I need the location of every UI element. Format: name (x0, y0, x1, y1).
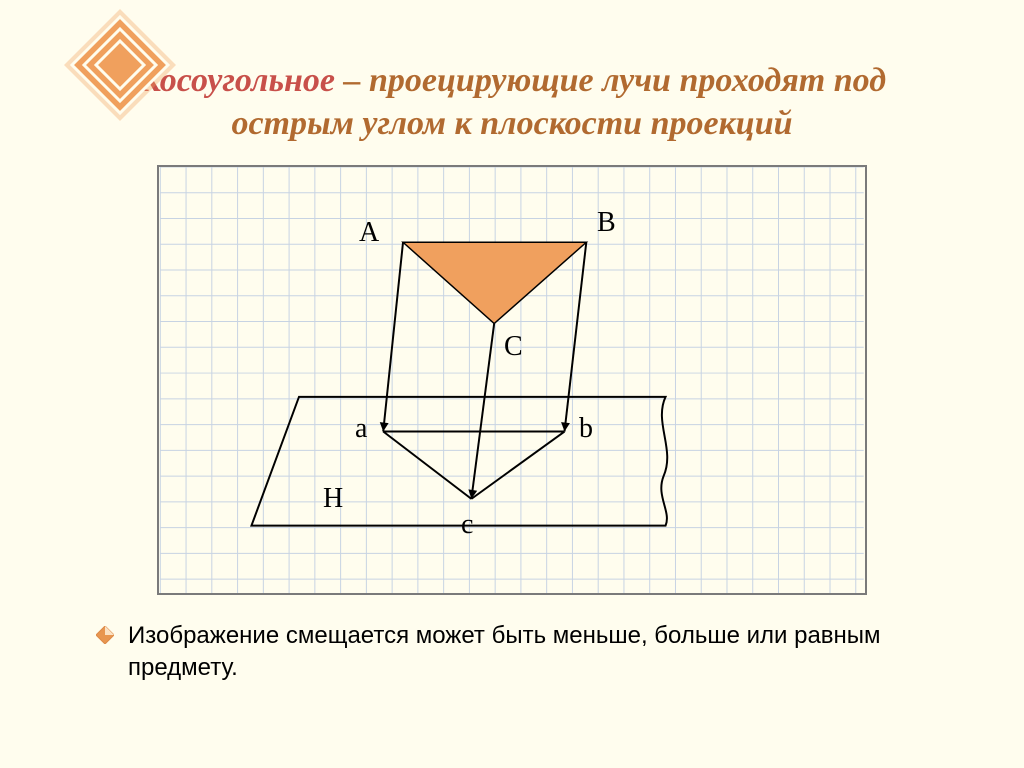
diagram-label: c (461, 509, 473, 541)
diagram-label: A (359, 217, 379, 249)
caption-text: Изображение смещается может быть меньше,… (128, 620, 924, 685)
slide: Косоугольное – проецирующие лучи проходя… (0, 0, 1024, 768)
diagram-label: b (579, 413, 593, 445)
projection-diagram (159, 167, 865, 593)
caption: Изображение смещается может быть меньше,… (96, 620, 924, 685)
diagram-label: H (323, 483, 343, 515)
figure-frame: A B Ca b c H (157, 165, 867, 595)
diagram-label: C (504, 331, 523, 363)
ornament-diamond (60, 5, 180, 125)
diagram-label: B (597, 207, 616, 239)
bullet-diamond-icon (96, 626, 114, 644)
slide-title: Косоугольное – проецирующие лучи проходя… (100, 60, 924, 145)
diagram-label: a (355, 413, 367, 445)
